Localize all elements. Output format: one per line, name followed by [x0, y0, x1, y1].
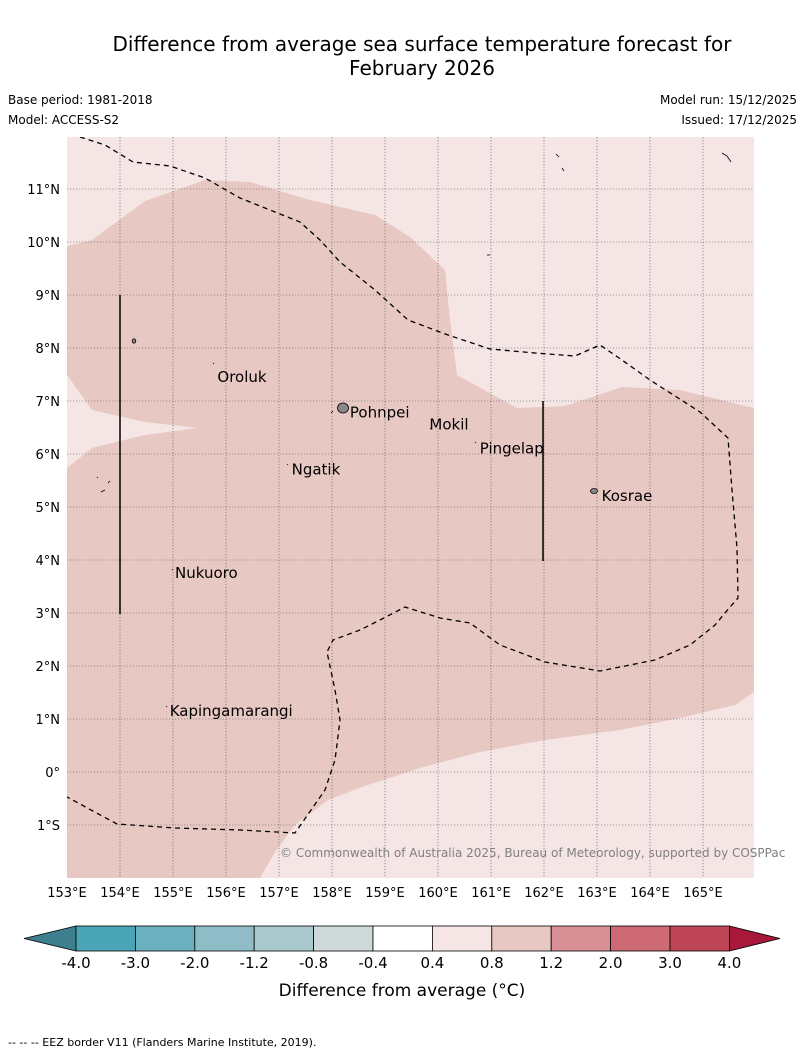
colorbar	[23, 925, 781, 952]
colorbar-tick-label: 0.8	[479, 954, 504, 972]
copyright-notice: © Commonwealth of Australia 2025, Bureau…	[280, 846, 785, 860]
longitude-label: 154°E	[100, 886, 140, 901]
colorbar-segment	[491, 925, 552, 952]
longitude-label: 160°E	[418, 886, 458, 901]
colorbar-segment	[550, 925, 612, 952]
landmasses	[96, 152, 732, 708]
longitude-label: 156°E	[206, 886, 246, 901]
colorbar-segment	[194, 925, 255, 952]
longitude-label: 164°E	[630, 886, 670, 901]
graticule	[67, 137, 754, 878]
place-label-ngatik: Ngatik	[292, 461, 341, 479]
colorbar-tick-label: 0.4	[420, 954, 445, 972]
small-island	[131, 338, 137, 344]
latitude-label: 10°N	[27, 236, 60, 251]
place-label-kapingamarangi: Kapingamarangi	[170, 702, 293, 720]
issued-date: Issued: 17/12/2025	[681, 113, 797, 127]
longitude-label: 157°E	[259, 886, 299, 901]
colorbar-segment	[134, 925, 196, 952]
place-label-mokil: Mokil	[429, 416, 468, 434]
atoll-mark	[555, 153, 565, 172]
place-labels: Oroluk Pohnpei Mokil Pingelap Ngatik Kosrae Nu…	[170, 368, 653, 720]
colorbar-tick-label: 4.0	[717, 954, 742, 972]
latitude-label: 2°N	[36, 660, 61, 675]
eez-border	[67, 137, 739, 834]
colorbar-segment	[431, 925, 493, 952]
latitude-label: 9°N	[36, 289, 61, 304]
atoll-mark	[474, 441, 477, 444]
colorbar-tick-label: 1.2	[539, 954, 564, 972]
latitude-label: 8°N	[36, 342, 61, 357]
longitude-label: 159°E	[365, 886, 405, 901]
latitude-label: 1°S	[37, 819, 60, 834]
longitude-label: 163°E	[577, 886, 617, 901]
colorbar-segment	[253, 925, 314, 952]
colorbar-segment	[669, 925, 730, 952]
colorbar-extend-low	[23, 925, 77, 952]
place-label-oroluk: Oroluk	[217, 368, 266, 386]
colorbar-extend-high	[729, 925, 781, 952]
atoll-mark	[212, 362, 215, 365]
map-title-line1: Difference from average sea surface temp…	[112, 32, 732, 56]
longitude-label: 153°E	[47, 886, 87, 901]
colorbar-segment	[372, 925, 433, 952]
pohnpei-island	[337, 402, 349, 414]
colorbar-tick-label: -2.0	[180, 954, 210, 972]
longitude-label: 165°E	[683, 886, 723, 901]
atoll-mark	[171, 568, 174, 571]
longitude-labels: 153°E 154°E 155°E 156°E 157°E 158°E 159°E 160°E…	[47, 886, 723, 901]
model-run-date: Model run: 15/12/2025	[659, 93, 797, 107]
model-name: Model: ACCESS-S2	[8, 113, 120, 127]
colorbar-tick-label: -3.0	[120, 954, 151, 972]
latitude-label: 6°N	[36, 448, 61, 463]
longitude-label: 158°E	[312, 886, 352, 901]
latitude-label: 4°N	[36, 554, 61, 569]
atoll-mark	[165, 705, 168, 708]
eez-border-north	[67, 137, 739, 834]
place-label-pohnpei: Pohnpei	[350, 403, 410, 421]
atoll-mark	[721, 152, 732, 163]
colorbar-tick-label: -4.0	[61, 954, 91, 972]
colorbar-segment	[313, 925, 374, 952]
kosrae-island	[590, 488, 598, 494]
longitude-label: 155°E	[153, 886, 193, 901]
latitude-label: 5°N	[36, 501, 61, 516]
latitude-label: 0°	[45, 766, 60, 781]
atoll-mark	[96, 476, 111, 493]
colorbar-tick-label: -1.2	[239, 954, 269, 972]
longitude-label: 162°E	[524, 886, 564, 901]
place-label-nukuoro: Nukuoro	[175, 564, 238, 582]
eez-legend-note: -- -- -- EEZ border V11 (Flanders Marine…	[8, 1036, 317, 1049]
latitude-labels: 11°N 10°N 9°N 8°N 7°N 6°N 5°N 4°N 3°N 2°N 1°N 0° 1°S	[27, 183, 60, 834]
atoll-mark	[429, 427, 432, 430]
colorbar-segment	[75, 925, 136, 952]
colorbar-tick-label: -0.4	[358, 954, 388, 972]
colorbar-tick-label: 3.0	[658, 954, 682, 972]
atoll-mark	[286, 463, 289, 466]
atoll-mark	[330, 410, 334, 414]
colorbar-title: Difference from average (°C)	[278, 981, 526, 1001]
map-title: Difference from average sea surface temp…	[40, 32, 804, 80]
colorbar-tick-label: -0.8	[298, 954, 329, 972]
map-title-line2: February 2026	[349, 56, 495, 80]
latitude-label: 3°N	[36, 607, 61, 622]
latitude-label: 7°N	[36, 395, 61, 410]
base-period: Base period: 1981-2018	[8, 93, 153, 107]
anomaly-band-0p8-1p2	[67, 180, 754, 878]
colorbar-segment	[610, 925, 671, 952]
longitude-label: 161°E	[471, 886, 511, 901]
colorbar-tick-label: 2.0	[598, 954, 623, 972]
latitude-label: 1°N	[36, 713, 61, 728]
place-label-kosrae: Kosrae	[602, 487, 653, 505]
latitude-label: 11°N	[27, 183, 60, 198]
place-label-pingelap: Pingelap	[480, 439, 544, 457]
